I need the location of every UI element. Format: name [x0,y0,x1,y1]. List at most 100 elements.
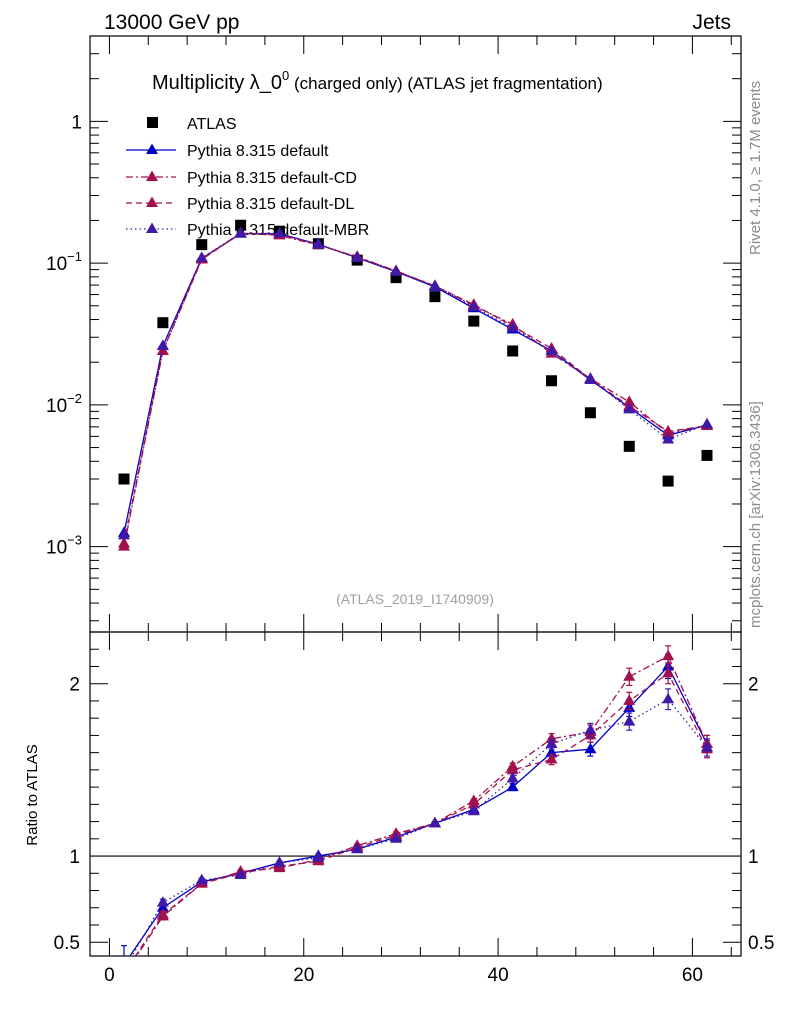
main-point-dl [662,424,675,436]
ratio-point-mbr [312,851,325,862]
atlas-data-point [118,473,130,485]
atlas-data-point [390,272,402,284]
ratio-point-dl [623,694,636,705]
ratio-point-default [118,958,130,969]
ratio-point-mbr [273,856,286,867]
ratio-point-mbr [662,692,675,704]
main-y-tick-label: 1 [71,112,82,133]
ratio-series-line-default [129,665,708,956]
analysis-tag: (ATLAS_2019_I1740909) [336,591,494,607]
header-energy-label: 13000 GeV pp [104,11,239,34]
ratio-point-dl [467,797,480,809]
atlas-data-point [468,315,480,327]
atlas-data-point [584,407,596,419]
ratio-point-mbr [156,896,169,907]
legend-marker-dl [146,196,158,207]
ratio-y-tick-label-right: 0.5 [748,933,774,954]
ratio-y-tick-label-right: 2 [748,675,759,696]
atlas-data-point [196,239,208,251]
main-point-mbr [623,402,636,414]
ratio-point-mbr [700,740,713,752]
ratio-point-default [584,742,597,754]
ratio-y-tick-label-left: 1 [69,847,80,868]
atlas-data-point [429,291,441,303]
main-point-mbr [273,226,286,238]
main-series-line-cd [123,232,708,547]
ratio-point-mbr [195,873,208,885]
main-point-mbr [700,417,713,429]
legend: ATLAS Pythia 8.315 default Pythia 8.315 … [126,116,369,239]
ratio-y-tick-label-left: 0.5 [54,933,80,954]
main-point-dl [118,537,131,548]
ratio-series-line-dl [134,672,708,956]
ratio-x-tick-label: 0 [104,965,115,986]
ratio-x-tick-label: 60 [682,965,703,986]
legend-marker-mbr [146,222,158,233]
plot-title: Multiplicity λ_00 (charged only) (ATLAS … [152,68,603,94]
ratio-point-dl [506,763,519,774]
atlas-data-point [235,219,247,231]
atlas-data-point [157,317,169,329]
main-point-mbr [428,279,441,290]
ratio-point-dl [545,753,558,764]
atlas-data-point [701,449,713,461]
ratio-point-mbr [428,816,441,828]
ratio-point-mbr [623,715,636,726]
main-point-mbr [506,321,519,332]
ratio-y-tick-label-left: 2 [69,675,80,696]
ratio-point-mbr [351,842,364,854]
mcplots-source-label: mcplots.cern.ch [arXiv:1306.3436] [747,401,764,628]
ratio-point-cd [662,649,675,661]
main-y-tick-label: 10−3 [46,533,82,559]
main-point-mbr [312,238,325,249]
main-point-mbr [584,372,597,383]
main-point-mbr [390,265,403,276]
ratio-series-line-cd [135,655,708,956]
ratio-y-axis-label: Ratio to ATLAS [24,744,41,845]
legend-marker-default [146,143,158,154]
ratio-point-mbr [506,771,519,783]
ratio-point-cd [118,968,130,979]
ratio-point-mbr [234,868,247,879]
legend-entry-mbr: Pythia 8.315 default-MBR [126,222,369,239]
ratio-point-default [506,780,519,792]
main-point-mbr [545,344,558,355]
main-y-tick-label: 10−1 [46,249,82,275]
ratio-plot-frame [89,631,742,957]
ratio-data-layer [118,645,713,979]
legend-label-default: Pythia 8.315 default [187,143,329,160]
header-process-label: Jets [692,11,731,34]
ratio-y-tick-label-right: 1 [748,847,759,868]
legend-marker-atlas [147,117,158,128]
ratio-series-line-mbr [131,698,708,956]
legend-label-dl: Pythia 8.315 default-DL [187,196,354,213]
atlas-data-point [623,440,635,452]
main-point-mbr [467,300,480,312]
legend-entry-cd: Pythia 8.315 default-CD [126,170,357,187]
main-point-mbr [234,226,247,238]
ratio-point-dl [662,666,675,678]
ratio-point-dl [156,908,169,919]
legend-marker-cd [146,170,158,181]
atlas-data-point [546,375,558,387]
atlas-data-point [507,345,519,357]
main-point-mbr [662,432,675,444]
ratio-axes: 0 20 40 60 0.5 0.5 1 1 2 2 [54,632,774,986]
legend-label-cd: Pythia 8.315 default-CD [187,170,357,187]
main-axes: 1 10−1 10−2 10−3 [46,35,741,632]
main-point-mbr [351,251,364,262]
legend-label-atlas: ATLAS [187,116,237,133]
main-data-layer [118,219,713,551]
rivet-version-label: Rivet 4.1.0, ≥ 1.7M events [747,81,764,255]
main-point-mbr [118,528,131,540]
ratio-point-dl [118,967,130,978]
legend-entry-default: Pythia 8.315 default [126,143,329,160]
main-series-line-mbr [123,232,708,536]
ratio-point-mbr [467,804,480,816]
ratio-point-mbr [390,832,403,843]
main-point-mbr [195,251,208,262]
ratio-point-mbr [584,723,597,735]
main-y-tick-label: 10−2 [46,391,82,417]
ratio-x-tick-label: 20 [293,965,314,986]
